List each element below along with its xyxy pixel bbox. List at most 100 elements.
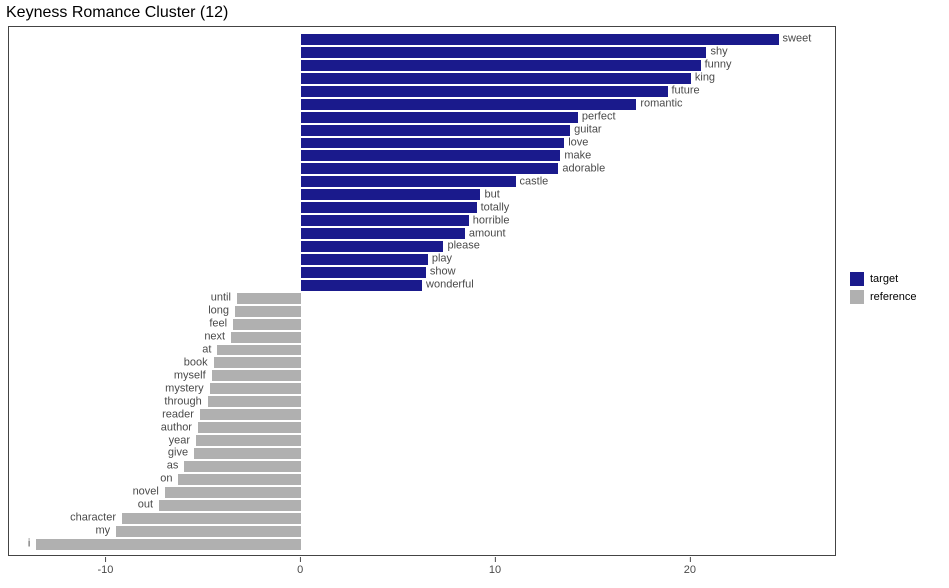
bar-row: out <box>9 499 835 512</box>
legend-item-reference: reference <box>850 288 916 306</box>
bar-label: at <box>202 344 211 355</box>
bar-row: adorable <box>9 162 835 175</box>
bar <box>165 487 301 498</box>
bar-row: shy <box>9 46 835 59</box>
bar <box>301 280 422 291</box>
bar-label: future <box>672 86 700 97</box>
bar-row: through <box>9 395 835 408</box>
bar-label: please <box>447 241 479 252</box>
bar <box>214 357 302 368</box>
bar <box>301 176 515 187</box>
bar <box>200 409 301 420</box>
bar-row: character <box>9 512 835 525</box>
bar-label: next <box>204 332 225 343</box>
tick-mark <box>105 557 106 562</box>
bar-row: make <box>9 149 835 162</box>
bar-row: play <box>9 253 835 266</box>
bar <box>194 448 301 459</box>
bar-label: feel <box>209 319 227 330</box>
bar-row: sweet <box>9 33 835 46</box>
bar-row: book <box>9 356 835 369</box>
bar <box>212 370 302 381</box>
legend-swatch-reference <box>850 290 864 304</box>
bar-row: novel <box>9 486 835 499</box>
bar-label: love <box>568 137 588 148</box>
bar <box>301 125 570 136</box>
bar-row: on <box>9 473 835 486</box>
bar-row: reader <box>9 408 835 421</box>
bar <box>301 215 469 226</box>
bar-label: romantic <box>640 99 682 110</box>
bar <box>301 138 564 149</box>
bar <box>196 435 301 446</box>
bar-label: sweet <box>783 34 812 45</box>
bar-label: out <box>138 500 153 511</box>
plot-panel: sweetshyfunnykingfutureromanticperfectgu… <box>8 26 836 556</box>
bar-row: show <box>9 266 835 279</box>
bar-label: reader <box>162 409 194 420</box>
bar-label: guitar <box>574 125 602 136</box>
bar <box>301 73 691 84</box>
x-tick: -10 <box>97 557 113 576</box>
bar-row: myself <box>9 369 835 382</box>
bar-row: year <box>9 434 835 447</box>
bar-label: horrible <box>473 215 510 226</box>
bar <box>208 396 302 407</box>
bar-row: horrible <box>9 214 835 227</box>
bar-row: perfect <box>9 111 835 124</box>
bar <box>237 293 301 304</box>
legend-label-reference: reference <box>870 291 916 303</box>
bar-row: please <box>9 240 835 253</box>
bar-label: play <box>432 254 452 265</box>
bar-row: guitar <box>9 124 835 137</box>
legend-swatch-target <box>850 272 864 286</box>
bar-row: next <box>9 331 835 344</box>
bar-row: until <box>9 292 835 305</box>
bar-label: but <box>484 189 499 200</box>
bar-label: myself <box>174 370 206 381</box>
bar-label: show <box>430 267 456 278</box>
bar <box>217 345 301 356</box>
legend: target reference <box>850 270 916 306</box>
bar <box>210 383 302 394</box>
x-tick-label: 0 <box>297 564 303 576</box>
bar-row: amount <box>9 227 835 240</box>
bar <box>301 189 480 200</box>
x-tick: 20 <box>684 557 696 576</box>
bar <box>301 86 667 97</box>
bar-row: my <box>9 525 835 538</box>
bar <box>301 60 700 71</box>
x-tick-label: 10 <box>489 564 501 576</box>
bar-label: shy <box>710 47 727 58</box>
bar-label: amount <box>469 228 506 239</box>
x-tick-label: -10 <box>97 564 113 576</box>
bar-row: but <box>9 188 835 201</box>
x-tick: 0 <box>297 557 303 576</box>
bar <box>301 254 428 265</box>
bar <box>301 163 558 174</box>
legend-item-target: target <box>850 270 916 288</box>
chart-root: Keyness Romance Cluster (12) sweetshyfun… <box>0 0 949 588</box>
tick-mark <box>689 557 690 562</box>
bar-label: castle <box>520 176 549 187</box>
bar-label: give <box>168 448 188 459</box>
bar-label: author <box>161 422 192 433</box>
bar <box>301 112 578 123</box>
bar-label: year <box>169 435 190 446</box>
bar-row: give <box>9 447 835 460</box>
bar-label: mystery <box>165 383 204 394</box>
bar <box>301 99 636 110</box>
chart-title: Keyness Romance Cluster (12) <box>6 4 228 22</box>
bar-label: wonderful <box>426 280 474 291</box>
bar <box>301 241 443 252</box>
bar <box>301 202 476 213</box>
tick-mark <box>495 557 496 562</box>
bar-label: book <box>184 357 208 368</box>
bar-label: character <box>70 513 116 524</box>
bar-row: king <box>9 72 835 85</box>
bar <box>159 500 301 511</box>
bar-row: author <box>9 421 835 434</box>
bar-row: at <box>9 344 835 357</box>
bar <box>233 319 301 330</box>
bar <box>301 150 560 161</box>
